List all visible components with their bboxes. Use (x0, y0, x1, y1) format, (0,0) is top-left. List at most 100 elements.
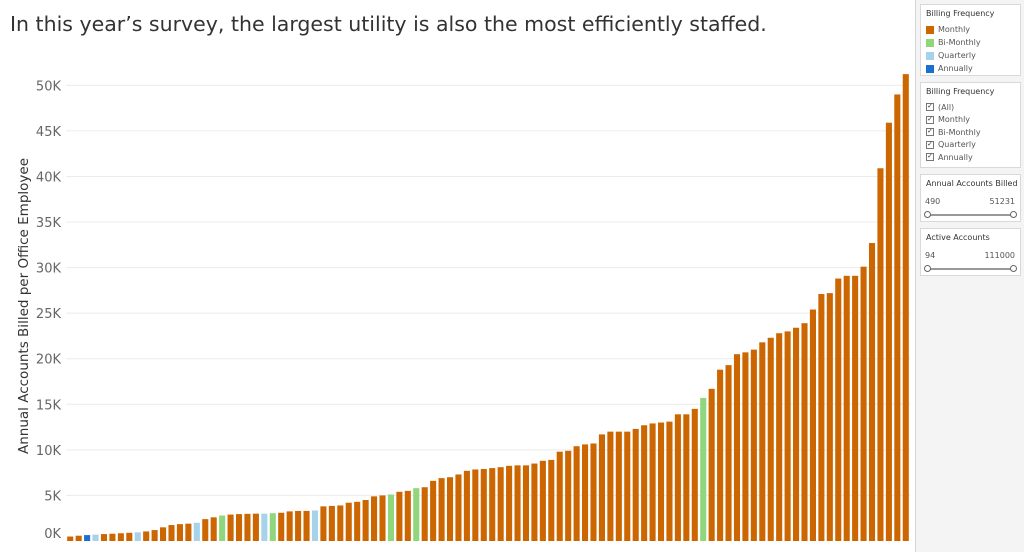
range-slider[interactable] (924, 208, 1017, 222)
bar[interactable] (345, 502, 352, 541)
bar[interactable] (67, 536, 74, 541)
checkbox-checked-icon[interactable]: ✓ (926, 140, 934, 149)
bar[interactable] (455, 474, 462, 541)
bar[interactable] (84, 535, 91, 541)
bar[interactable] (193, 522, 200, 541)
bar[interactable] (126, 532, 133, 541)
bar[interactable] (472, 469, 479, 541)
bar[interactable] (497, 467, 504, 541)
bar[interactable] (793, 327, 800, 541)
bar[interactable] (354, 501, 361, 541)
bar[interactable] (227, 514, 234, 541)
bar[interactable] (252, 513, 259, 541)
filter-option-quarterly[interactable]: ✓ Quarterly (921, 139, 1020, 152)
bar[interactable] (117, 533, 124, 541)
bar[interactable] (539, 460, 546, 541)
bar[interactable] (320, 506, 327, 541)
bar[interactable] (506, 465, 513, 541)
bar[interactable] (219, 515, 226, 541)
bar[interactable] (902, 74, 909, 542)
bar[interactable] (421, 487, 428, 541)
bar[interactable] (776, 333, 783, 541)
bar[interactable] (759, 342, 766, 541)
checkbox-checked-icon[interactable]: ✓ (926, 103, 934, 112)
bar[interactable] (733, 354, 741, 541)
bar[interactable] (261, 513, 268, 541)
bar[interactable] (100, 534, 108, 541)
bar[interactable] (362, 499, 369, 541)
bar[interactable] (278, 512, 285, 541)
bar[interactable] (295, 510, 302, 541)
checkbox-checked-icon[interactable]: ✓ (926, 153, 934, 162)
bar[interactable] (590, 443, 597, 541)
filter-option-bi-monthly[interactable]: ✓ Bi-Monthly (921, 126, 1020, 139)
bar[interactable] (801, 323, 808, 541)
checkbox-checked-icon[interactable]: ✓ (926, 115, 934, 124)
bar[interactable] (143, 531, 150, 541)
legend-item-quarterly[interactable]: Quarterly (921, 49, 1020, 62)
bar[interactable] (582, 444, 589, 541)
bar[interactable] (852, 275, 859, 541)
bar[interactable] (683, 414, 690, 541)
bar[interactable] (835, 278, 842, 541)
bar[interactable] (894, 94, 901, 541)
filter-option-all[interactable]: ✓ (All) (921, 101, 1020, 114)
bar[interactable] (337, 505, 344, 541)
slider-min-handle[interactable] (924, 211, 931, 218)
filter-option-monthly[interactable]: ✓ Monthly (921, 114, 1020, 127)
range-slider[interactable] (924, 262, 1017, 276)
bar[interactable] (615, 431, 622, 541)
bar[interactable] (151, 530, 158, 541)
bar[interactable] (784, 331, 791, 541)
bar[interactable] (311, 510, 319, 541)
bar[interactable] (168, 525, 175, 541)
bar[interactable] (404, 490, 411, 541)
legend-item-bi-monthly[interactable]: Bi-Monthly (921, 36, 1020, 49)
bar[interactable] (396, 491, 403, 541)
bar[interactable] (809, 309, 816, 541)
bar[interactable] (92, 534, 99, 541)
bar[interactable] (489, 468, 496, 541)
bar[interactable] (666, 421, 673, 541)
bar[interactable] (438, 478, 445, 541)
slider-min-handle[interactable] (924, 265, 931, 272)
bar[interactable] (286, 511, 293, 541)
bar[interactable] (303, 510, 310, 541)
bar[interactable] (480, 469, 487, 541)
bar[interactable] (446, 477, 454, 541)
bar[interactable] (387, 494, 394, 541)
bar[interactable] (565, 450, 572, 541)
bar[interactable] (767, 337, 774, 541)
bar[interactable] (176, 524, 183, 541)
bar[interactable] (674, 414, 681, 541)
bar[interactable] (463, 470, 470, 541)
bar[interactable] (632, 428, 639, 541)
bar[interactable] (185, 523, 192, 541)
bar[interactable] (210, 517, 217, 541)
bar[interactable] (750, 349, 757, 541)
bar[interactable] (269, 513, 276, 541)
bar[interactable] (641, 425, 648, 541)
bar[interactable] (649, 423, 656, 541)
bar[interactable] (700, 397, 707, 541)
legend-item-monthly[interactable]: Monthly (921, 23, 1020, 36)
bar[interactable] (548, 459, 555, 541)
bar[interactable] (843, 275, 850, 541)
bar[interactable] (514, 465, 521, 541)
bar[interactable] (624, 431, 631, 541)
bar[interactable] (235, 514, 243, 541)
bar[interactable] (202, 519, 209, 541)
checkbox-checked-icon[interactable]: ✓ (926, 128, 934, 137)
filter-option-annually[interactable]: ✓ Annually (921, 151, 1020, 164)
bar[interactable] (598, 434, 605, 541)
bar[interactable] (725, 365, 732, 541)
bar[interactable] (430, 480, 437, 541)
bar[interactable] (379, 495, 386, 541)
bar[interactable] (328, 505, 335, 541)
bar[interactable] (691, 408, 698, 541)
bar[interactable] (109, 533, 116, 541)
bar[interactable] (708, 388, 715, 541)
bar[interactable] (134, 532, 141, 541)
bar[interactable] (717, 369, 724, 541)
bar[interactable] (742, 352, 749, 541)
